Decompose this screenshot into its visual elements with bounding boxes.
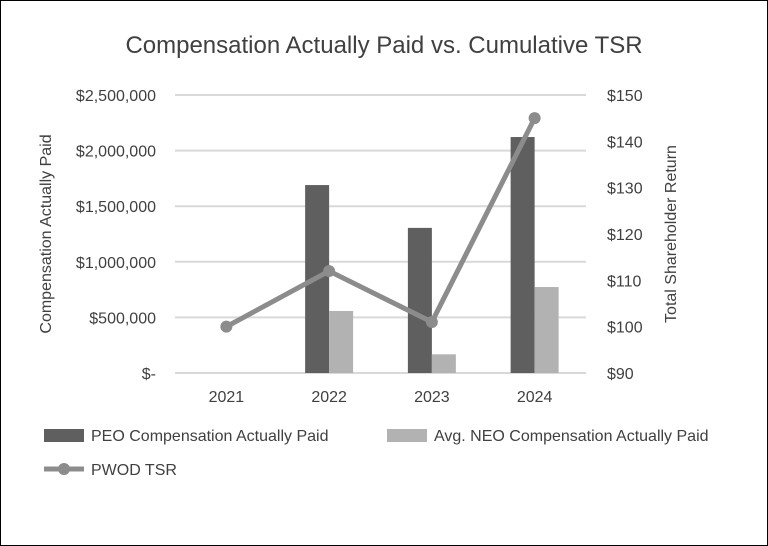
tsr-line: [225, 117, 537, 329]
tsr-point-2024: [528, 112, 541, 125]
legend-swatch-neo: [387, 429, 427, 442]
legend-swatch-peo: [44, 429, 84, 442]
y2-tick-label: $90: [607, 366, 634, 383]
tsr-point-2021: [220, 320, 233, 333]
x-tick-label: 2022: [311, 389, 347, 406]
y-tick-label: $-: [142, 366, 156, 383]
bar-peo-2023: [407, 227, 432, 373]
legend-label-peo: PEO Compensation Actually Paid: [91, 428, 328, 445]
bar-peo-2024: [510, 137, 535, 373]
bar-neo-2024: [534, 287, 559, 373]
y2-tick-label: $140: [607, 134, 643, 151]
legend-label-neo: Avg. NEO Compensation Actually Paid: [434, 428, 709, 445]
chart-title: Compensation Actually Paid vs. Cumulativ…: [125, 32, 642, 59]
y2-tick-label: $120: [607, 227, 643, 244]
y2-axis-label: Total Shareholder Return: [663, 145, 680, 323]
y-tick-label: $1,000,000: [76, 255, 156, 272]
x-tick-label: 2023: [414, 389, 450, 406]
x-tick-label: 2021: [209, 389, 245, 406]
y-tick-label: $2,500,000: [76, 88, 156, 105]
y2-tick-label: $130: [607, 181, 643, 198]
legend-label-tsr: PWOD TSR: [91, 462, 177, 479]
tsr-point-2023: [425, 316, 438, 329]
y-axis-label: Compensation Actually Paid: [38, 134, 55, 333]
tsr-point-2022: [323, 265, 336, 278]
x-tick-label: 2024: [517, 389, 553, 406]
y-tick-label: $1,500,000: [76, 199, 156, 216]
bar-neo-2023: [431, 354, 456, 373]
y2-tick-label: $150: [607, 88, 643, 105]
y-tick-label: $2,000,000: [76, 144, 156, 161]
legend-marker-tsr: [58, 463, 70, 475]
y2-tick-label: $100: [607, 320, 643, 337]
y2-tick-label: $110: [607, 273, 642, 290]
y-tick-label: $500,000: [89, 310, 156, 327]
bar-neo-2022: [329, 310, 354, 373]
